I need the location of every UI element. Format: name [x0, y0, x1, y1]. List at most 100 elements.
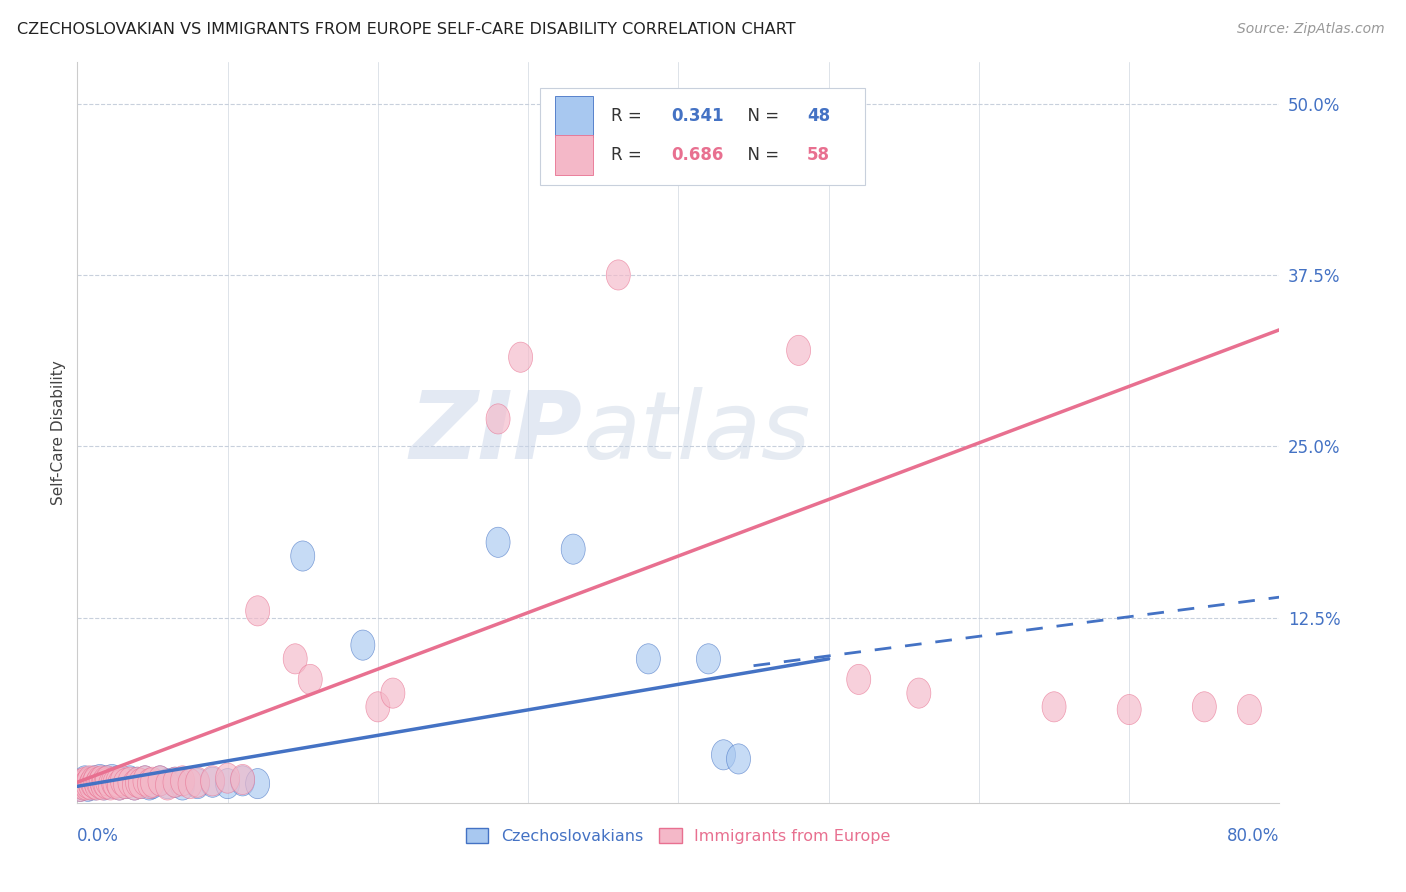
Ellipse shape [128, 769, 152, 798]
FancyBboxPatch shape [554, 135, 593, 176]
Ellipse shape [1042, 692, 1066, 722]
Ellipse shape [103, 769, 127, 798]
Ellipse shape [86, 767, 111, 797]
FancyBboxPatch shape [554, 96, 593, 136]
Ellipse shape [148, 765, 172, 796]
Ellipse shape [246, 769, 270, 798]
Ellipse shape [163, 767, 187, 797]
Ellipse shape [75, 769, 98, 798]
Ellipse shape [114, 769, 138, 798]
Ellipse shape [156, 769, 180, 798]
Ellipse shape [786, 335, 811, 366]
Y-axis label: Self-Care Disability: Self-Care Disability [51, 360, 66, 505]
Ellipse shape [100, 764, 124, 795]
Ellipse shape [1192, 692, 1216, 722]
Ellipse shape [283, 644, 308, 674]
Ellipse shape [711, 739, 735, 770]
Text: atlas: atlas [582, 387, 810, 478]
Ellipse shape [486, 527, 510, 558]
Ellipse shape [77, 765, 101, 796]
Text: N =: N = [737, 146, 785, 164]
FancyBboxPatch shape [540, 88, 865, 185]
Text: 48: 48 [807, 108, 830, 126]
Ellipse shape [148, 765, 172, 796]
Ellipse shape [381, 678, 405, 708]
Text: R =: R = [612, 108, 647, 126]
Ellipse shape [201, 767, 225, 797]
Ellipse shape [83, 770, 107, 800]
Ellipse shape [156, 770, 180, 800]
Ellipse shape [907, 678, 931, 708]
Ellipse shape [186, 769, 209, 798]
Ellipse shape [291, 541, 315, 571]
Ellipse shape [91, 770, 115, 800]
Text: CZECHOSLOVAKIAN VS IMMIGRANTS FROM EUROPE SELF-CARE DISABILITY CORRELATION CHART: CZECHOSLOVAKIAN VS IMMIGRANTS FROM EUROP… [17, 22, 796, 37]
Ellipse shape [141, 767, 165, 797]
Ellipse shape [122, 770, 146, 800]
Ellipse shape [138, 769, 162, 798]
Ellipse shape [138, 770, 162, 800]
Ellipse shape [105, 767, 129, 797]
Text: 80.0%: 80.0% [1227, 828, 1279, 846]
Ellipse shape [1372, 164, 1396, 194]
Ellipse shape [298, 665, 322, 695]
Ellipse shape [87, 769, 112, 798]
Ellipse shape [93, 770, 117, 800]
Ellipse shape [103, 769, 127, 798]
Ellipse shape [87, 764, 112, 795]
Ellipse shape [246, 596, 270, 626]
Text: 0.0%: 0.0% [77, 828, 120, 846]
Ellipse shape [98, 767, 122, 797]
Ellipse shape [231, 764, 254, 795]
Ellipse shape [215, 769, 239, 798]
Text: 58: 58 [807, 146, 830, 164]
Ellipse shape [114, 769, 138, 798]
Ellipse shape [1237, 695, 1261, 724]
Ellipse shape [82, 765, 105, 796]
Ellipse shape [77, 767, 101, 797]
Ellipse shape [94, 769, 118, 798]
Ellipse shape [79, 770, 103, 800]
Ellipse shape [696, 644, 720, 674]
Ellipse shape [82, 769, 105, 798]
Ellipse shape [179, 769, 202, 798]
Ellipse shape [107, 770, 131, 800]
Ellipse shape [486, 404, 510, 434]
Ellipse shape [73, 765, 97, 796]
Ellipse shape [1118, 695, 1142, 724]
Text: 0.341: 0.341 [671, 108, 724, 126]
Ellipse shape [122, 770, 146, 800]
Text: ZIP: ZIP [409, 386, 582, 479]
Ellipse shape [170, 770, 194, 800]
Ellipse shape [84, 770, 108, 800]
Ellipse shape [80, 769, 104, 798]
Ellipse shape [84, 767, 108, 797]
Ellipse shape [118, 767, 142, 797]
Ellipse shape [366, 692, 389, 722]
Ellipse shape [163, 767, 187, 797]
Ellipse shape [846, 665, 870, 695]
Text: 0.686: 0.686 [671, 146, 724, 164]
Ellipse shape [141, 769, 165, 798]
Ellipse shape [94, 765, 118, 796]
Ellipse shape [90, 767, 114, 797]
Ellipse shape [105, 765, 129, 796]
Ellipse shape [170, 765, 194, 796]
Ellipse shape [83, 765, 107, 796]
Ellipse shape [80, 767, 104, 797]
Ellipse shape [76, 769, 100, 798]
Ellipse shape [90, 765, 114, 796]
Ellipse shape [352, 630, 375, 660]
Ellipse shape [72, 770, 96, 800]
Text: R =: R = [612, 146, 647, 164]
Ellipse shape [1358, 157, 1382, 187]
Ellipse shape [118, 765, 142, 796]
Ellipse shape [73, 767, 97, 797]
Ellipse shape [561, 534, 585, 565]
Ellipse shape [231, 765, 254, 796]
Ellipse shape [637, 644, 661, 674]
Ellipse shape [606, 260, 630, 290]
Text: N =: N = [737, 108, 785, 126]
Ellipse shape [215, 763, 239, 793]
Ellipse shape [98, 770, 122, 800]
